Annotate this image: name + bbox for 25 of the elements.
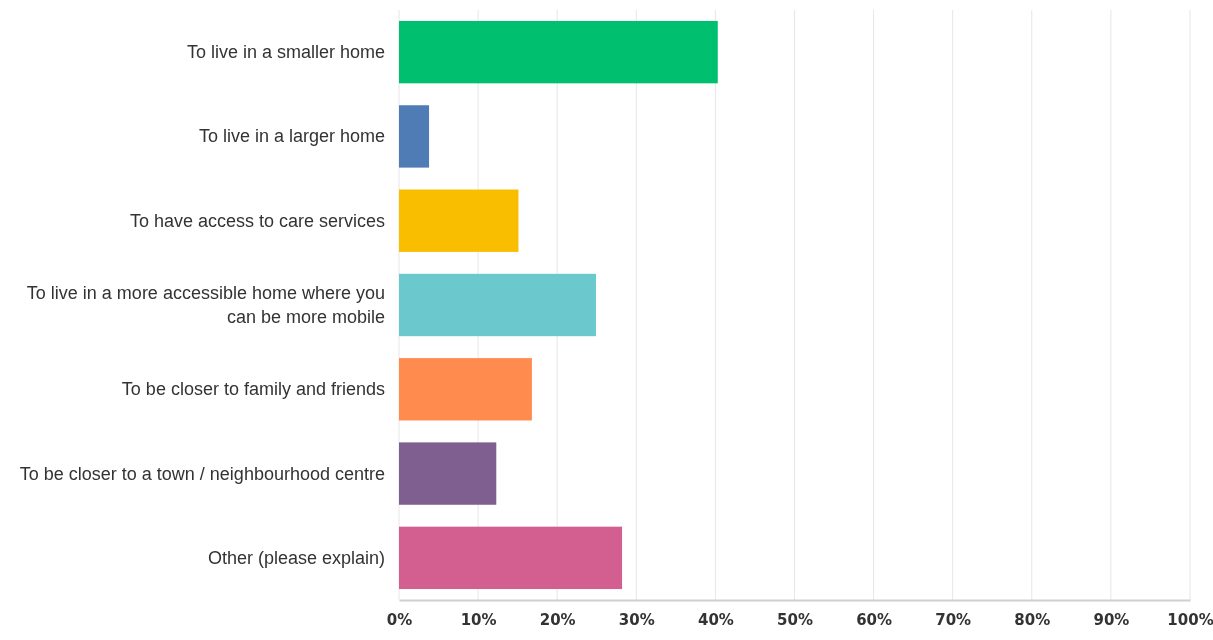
x-tick-label: 30% bbox=[618, 610, 655, 629]
bar bbox=[399, 442, 497, 505]
x-tick-label: 10% bbox=[460, 610, 497, 629]
y-tick-label: To have access to care services bbox=[129, 210, 385, 231]
x-tick-label: 90% bbox=[1093, 610, 1130, 629]
x-tick-label: 60% bbox=[856, 610, 893, 629]
x-tick-label: 50% bbox=[777, 610, 813, 629]
x-tick-label: 20% bbox=[539, 610, 576, 629]
y-tick-label: To live in a smaller home bbox=[186, 42, 385, 63]
bar bbox=[399, 20, 718, 84]
bar bbox=[399, 358, 532, 421]
x-tick-label: 80% bbox=[1014, 610, 1051, 629]
x-tick-label: 40% bbox=[697, 610, 734, 629]
y-tick-label: To be closer to family and friends bbox=[121, 379, 385, 400]
bar bbox=[399, 526, 623, 590]
x-tick-label: 100% bbox=[1167, 610, 1213, 629]
y-tick-label: Other (please explain) bbox=[207, 547, 385, 568]
y-tick-label: To live in a more accessible home where you can be more mobile bbox=[26, 283, 385, 327]
y-tick-label: To live in a larger home bbox=[198, 126, 385, 147]
bar bbox=[399, 273, 596, 337]
x-tick-label: 70% bbox=[935, 610, 972, 629]
bar bbox=[399, 189, 519, 252]
x-tick-label: 0% bbox=[386, 610, 413, 629]
y-tick-label: To be closer to a town / neighbourhood centre bbox=[19, 463, 385, 484]
bar bbox=[399, 105, 430, 168]
